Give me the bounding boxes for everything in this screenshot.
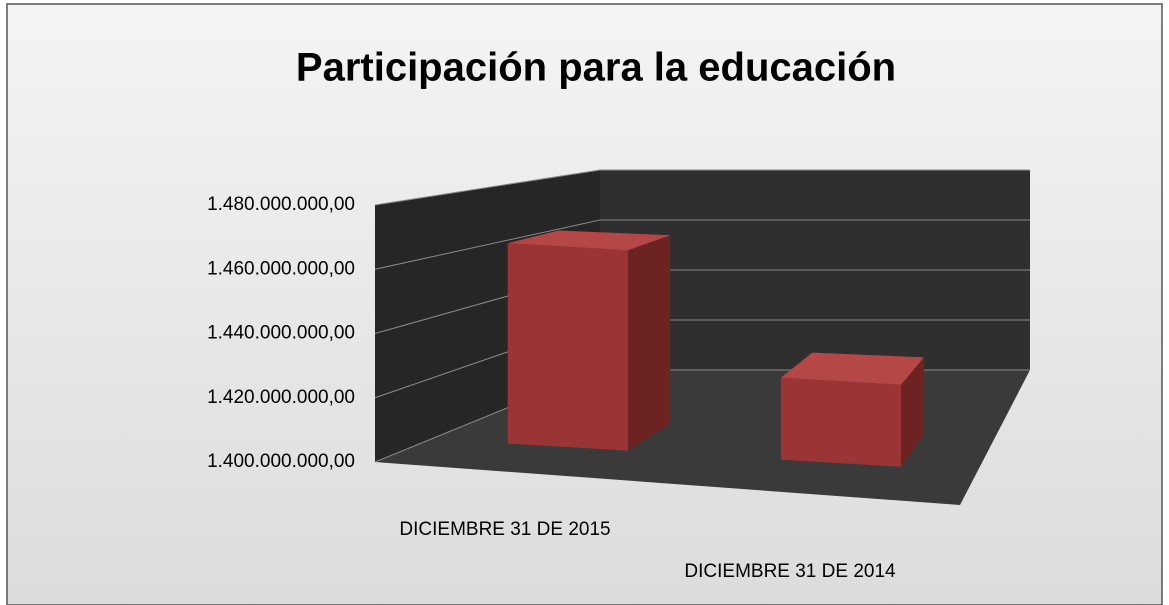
bar bbox=[780, 352, 924, 467]
x-tick-label: DICIEMBRE 31 DE 2014 bbox=[684, 561, 896, 582]
grid-line bbox=[374, 219, 1030, 270]
y-tick-label: 1.460.000.000,00 bbox=[207, 258, 355, 279]
bar-front bbox=[780, 377, 902, 467]
bar-front bbox=[507, 243, 628, 451]
y-tick-label: 1.400.000.000,00 bbox=[207, 451, 355, 472]
plot-area: 1.400.000.000,00 1.420.000.000,00 1.440.00… bbox=[207, 169, 1030, 582]
bar-side bbox=[901, 357, 924, 467]
y-tick-label: 1.440.000.000,00 bbox=[207, 323, 355, 344]
x-tick-label: DICIEMBRE 31 DE 2015 bbox=[399, 519, 610, 540]
chart-title: Participación para la educación bbox=[296, 46, 896, 90]
y-tick-label: 1.480.000.000,00 bbox=[207, 194, 355, 215]
bar-top bbox=[507, 230, 671, 251]
bar-top bbox=[780, 352, 924, 385]
y-tick-label: 1.420.000.000,00 bbox=[207, 387, 355, 408]
grid-line bbox=[374, 169, 1030, 206]
bar bbox=[507, 230, 671, 451]
bar-side bbox=[627, 235, 671, 451]
